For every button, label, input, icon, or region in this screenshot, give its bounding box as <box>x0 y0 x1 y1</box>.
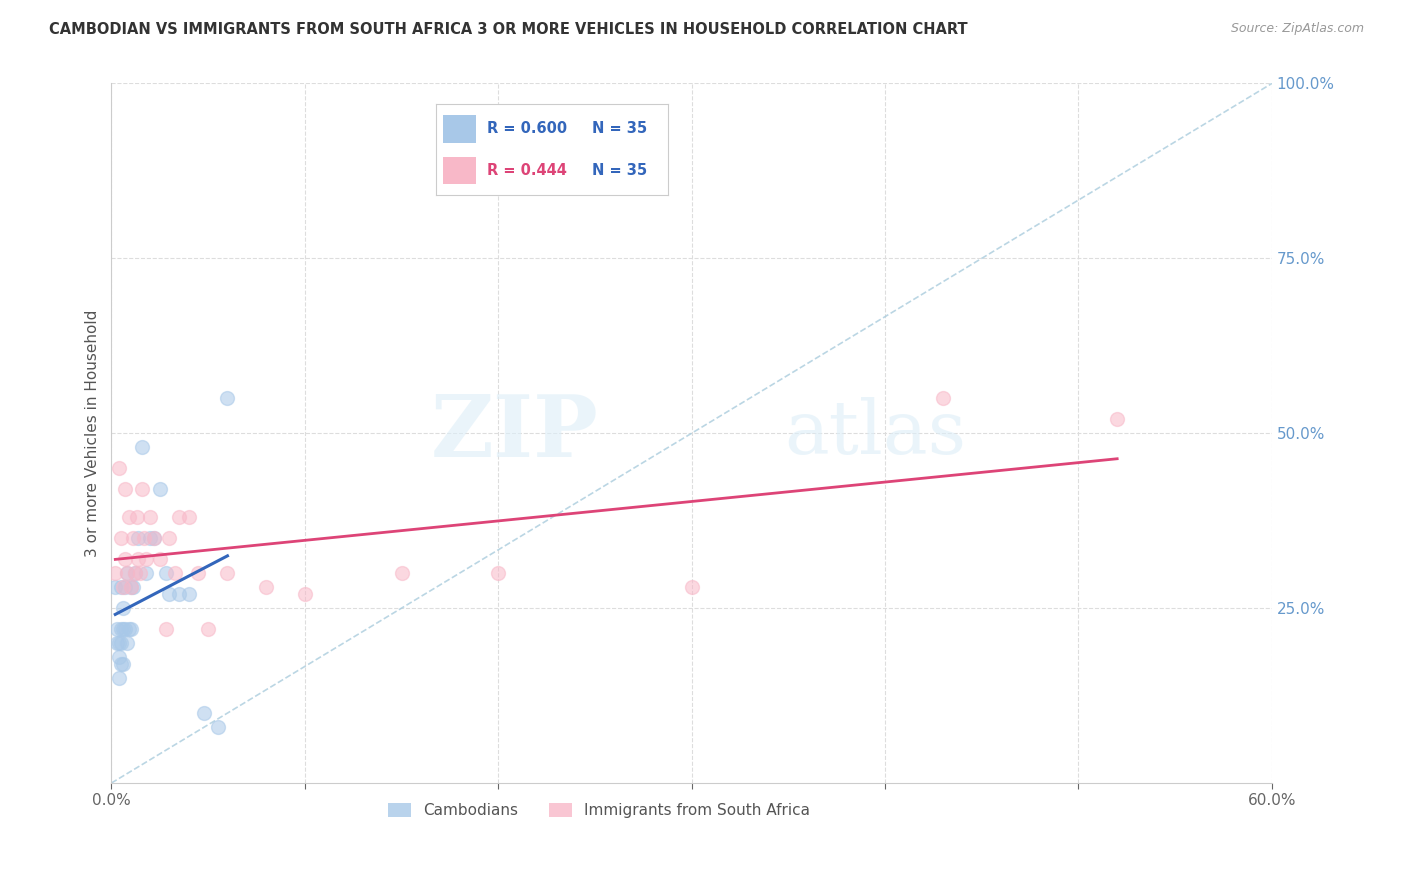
Point <box>217 566 239 581</box>
Point <box>108 650 131 665</box>
Point <box>110 657 132 672</box>
Point <box>127 531 149 545</box>
Point <box>391 566 413 581</box>
Point <box>197 622 219 636</box>
Point <box>131 440 153 454</box>
Point <box>121 531 143 545</box>
Point <box>110 531 132 545</box>
Text: CAMBODIAN VS IMMIGRANTS FROM SOUTH AFRICA 3 OR MORE VEHICLES IN HOUSEHOLD CORREL: CAMBODIAN VS IMMIGRANTS FROM SOUTH AFRIC… <box>49 22 967 37</box>
Point <box>177 510 200 524</box>
Point <box>135 552 157 566</box>
Point <box>115 636 138 650</box>
Point <box>143 531 166 545</box>
Point <box>108 461 131 475</box>
Point <box>110 636 132 650</box>
Point <box>114 552 136 566</box>
Point <box>167 587 190 601</box>
Point <box>114 580 136 594</box>
Point <box>134 531 156 545</box>
Point <box>104 580 127 594</box>
Text: Source: ZipAtlas.com: Source: ZipAtlas.com <box>1230 22 1364 36</box>
Point <box>125 510 148 524</box>
Point <box>115 566 138 581</box>
Point <box>111 622 134 636</box>
Point <box>111 601 134 615</box>
Point <box>165 566 187 581</box>
Point <box>127 552 149 566</box>
Point <box>155 622 177 636</box>
Point <box>111 580 134 594</box>
Point <box>108 636 131 650</box>
Point <box>111 657 134 672</box>
Point <box>129 566 152 581</box>
Point <box>932 391 955 405</box>
Point <box>159 587 181 601</box>
Point <box>143 531 166 545</box>
Point <box>207 720 229 734</box>
Point <box>114 622 136 636</box>
Point <box>120 580 142 594</box>
Point <box>139 531 162 545</box>
Point <box>1107 412 1129 426</box>
Point <box>124 566 146 581</box>
Point <box>159 531 181 545</box>
Point <box>124 566 146 581</box>
Point <box>118 510 141 524</box>
Point <box>149 482 172 496</box>
Point <box>254 580 277 594</box>
Point <box>135 566 157 581</box>
Legend: Cambodians, Immigrants from South Africa: Cambodians, Immigrants from South Africa <box>382 797 815 824</box>
Point <box>120 580 142 594</box>
Point <box>193 706 215 720</box>
Y-axis label: 3 or more Vehicles in Household: 3 or more Vehicles in Household <box>86 310 100 557</box>
Point <box>110 580 132 594</box>
Point <box>108 671 131 685</box>
Point <box>105 622 128 636</box>
Point <box>294 587 316 601</box>
Text: ZIP: ZIP <box>432 392 599 475</box>
Point <box>131 482 153 496</box>
Text: atlas: atlas <box>785 397 966 470</box>
Point <box>187 566 209 581</box>
Point <box>155 566 177 581</box>
Point <box>110 622 132 636</box>
Point <box>149 552 172 566</box>
Point <box>105 636 128 650</box>
Point <box>104 566 127 581</box>
Point <box>177 587 200 601</box>
Point <box>486 566 509 581</box>
Point <box>115 566 138 581</box>
Point <box>120 622 142 636</box>
Point <box>167 510 190 524</box>
Point <box>217 391 239 405</box>
Point <box>114 482 136 496</box>
Point <box>139 510 162 524</box>
Point <box>118 622 141 636</box>
Point <box>681 580 703 594</box>
Point <box>121 580 143 594</box>
